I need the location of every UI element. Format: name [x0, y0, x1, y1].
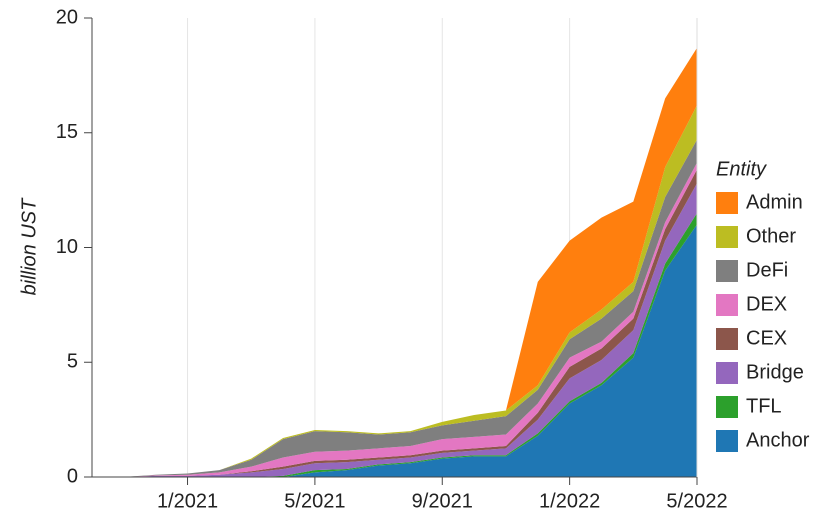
legend-swatch: [716, 362, 738, 384]
y-tick-label: 15: [56, 121, 78, 143]
legend-swatch: [716, 192, 738, 214]
legend-label: DeFi: [746, 259, 788, 281]
y-tick-label: 0: [67, 465, 78, 487]
area: [92, 162, 697, 477]
y-axis-label: billion UST: [18, 197, 40, 295]
legend-swatch: [716, 260, 738, 282]
legend-title: Entity: [716, 158, 767, 180]
legend-label: CEX: [746, 327, 787, 349]
area: [92, 224, 697, 477]
area: [92, 47, 697, 478]
legend-label: Admin: [746, 191, 803, 213]
legend-swatch: [716, 430, 738, 452]
legend-swatch: [716, 226, 738, 248]
y-tick-label: 20: [56, 6, 78, 28]
x-tick-label: 5/2022: [666, 490, 727, 512]
legend-label: Other: [746, 225, 796, 247]
legend-label: Anchor: [746, 429, 810, 451]
x-tick-label: 1/2021: [157, 490, 218, 512]
legend-swatch: [716, 328, 738, 350]
y-tick-label: 10: [56, 236, 78, 258]
legend-label: DEX: [746, 293, 787, 315]
legend-label: Bridge: [746, 361, 804, 383]
x-tick-label: 9/2021: [412, 490, 473, 512]
legend-swatch: [716, 294, 738, 316]
x-tick-label: 1/2022: [539, 490, 600, 512]
legend-label: TFL: [746, 395, 782, 417]
legend-swatch: [716, 396, 738, 418]
y-tick-label: 5: [67, 351, 78, 373]
x-tick-label: 5/2021: [284, 490, 345, 512]
